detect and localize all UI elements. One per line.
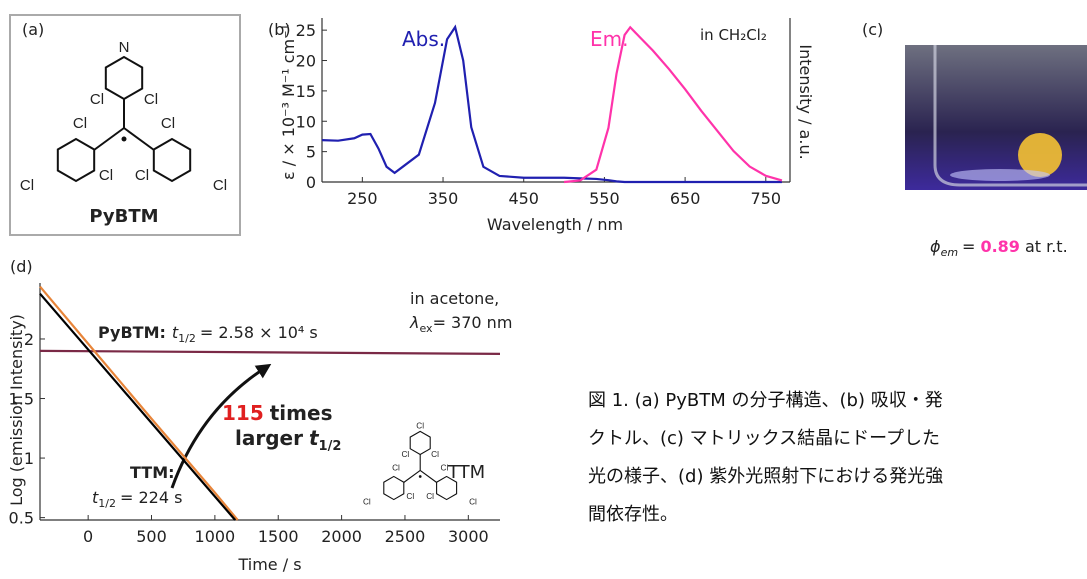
atom-label: Cl	[73, 115, 87, 132]
x-tick-label: 3000	[448, 527, 489, 546]
y-tick-label: 20	[296, 52, 316, 71]
bond	[404, 470, 421, 482]
photo	[905, 45, 1087, 190]
ring	[58, 139, 94, 181]
caption-line: 間依存性。	[588, 504, 678, 525]
y-tick-label: 2	[24, 330, 34, 349]
annotation: in CH₂Cl₂	[700, 26, 767, 44]
y-tick-label: 25	[296, 21, 316, 40]
symbol: ϕ	[930, 237, 941, 256]
annotation: in acetone,	[410, 289, 499, 308]
figure: (a) (b) (c) (d) NClClClClClClClCl PyBTM …	[0, 0, 1087, 579]
symbol: λ	[409, 313, 419, 332]
ring	[154, 139, 190, 181]
annotation: λex= 370 nm	[409, 313, 512, 335]
y-tick-label: 0.5	[9, 509, 34, 528]
atom-label: Cl	[363, 498, 371, 507]
atom-label: Cl	[161, 115, 175, 132]
subscript: em	[941, 246, 958, 259]
y-tick-label: 5	[306, 143, 316, 162]
y2-axis-label: Intensity / a.u.	[796, 44, 815, 159]
x-tick-label: 550	[589, 189, 620, 208]
atom-label: Cl	[416, 422, 424, 431]
x-tick-label: 2000	[321, 527, 362, 546]
y-tick-label: 0	[306, 173, 316, 192]
atom-label: Cl	[406, 492, 414, 501]
ratio-text: times	[270, 401, 333, 425]
y-axis-label: ε / × 10⁻³ M⁻¹ cm⁻¹	[279, 24, 298, 180]
subscript: ex	[419, 322, 433, 335]
x-tick-label: 1000	[195, 527, 236, 546]
series-line	[40, 287, 238, 520]
subscript: 1/2	[319, 439, 342, 454]
ratio-value: 115	[222, 401, 264, 425]
radical	[419, 475, 422, 478]
x-axis-label: Wavelength / nm	[487, 215, 623, 234]
atom-label: Cl	[20, 177, 34, 194]
half-life: PyBTM:t1/2= 2.58 × 10⁴ s	[98, 323, 318, 345]
half-life-text: = 2.58 × 10⁴ s	[200, 323, 318, 342]
x-tick-label: 450	[508, 189, 539, 208]
ring	[384, 476, 404, 499]
series-line	[322, 27, 782, 182]
atom-label: Cl	[392, 463, 400, 472]
half-life-text: = 224 s	[120, 488, 182, 507]
x-tick-label: 500	[136, 527, 167, 546]
panel-label: (d)	[10, 257, 33, 276]
vial-bottom	[950, 169, 1050, 181]
bond	[420, 470, 437, 482]
condition: at r.t.	[1025, 237, 1068, 256]
x-tick-label: 250	[347, 189, 378, 208]
molecule-name: TTM	[447, 462, 485, 483]
atom-label: Cl	[426, 492, 434, 501]
half-life: t1/2= 224 s	[92, 488, 182, 510]
panel-label: (a)	[22, 20, 44, 39]
x-tick-label: 1500	[258, 527, 299, 546]
quantum-yield: ϕem = 0.89 at r.t.	[930, 237, 1068, 259]
x-tick-label: 650	[670, 189, 701, 208]
subscript: 1/2	[98, 497, 116, 510]
annotation-text: = 370 nm	[433, 313, 513, 332]
y-tick-label: 1.5	[9, 390, 34, 409]
atom-label: N	[119, 39, 130, 56]
atom-label: Cl	[431, 450, 439, 459]
ratio-text: larger	[235, 426, 303, 450]
bond	[124, 128, 154, 150]
y-tick-label: 1	[24, 449, 34, 468]
ring	[106, 57, 142, 99]
x-tick-label: 350	[428, 189, 459, 208]
subscript: 1/2	[178, 332, 196, 345]
panel-label: (c)	[862, 20, 883, 39]
y-tick-label: 10	[296, 112, 316, 131]
x-tick-label: 0	[83, 527, 93, 546]
x-tick-label: 2500	[385, 527, 426, 546]
atom-label: Cl	[401, 450, 409, 459]
atom-label: Cl	[90, 91, 104, 108]
caption-line: クトル、(c) マトリックス結晶にドープした	[588, 428, 940, 449]
x-tick-label: 750	[751, 189, 782, 208]
caption-line: 図 1. (a) PyBTM の分子構造、(b) 吸収・発	[588, 390, 943, 411]
atom-label: Cl	[144, 91, 158, 108]
radical	[122, 137, 127, 142]
atom-label: Cl	[99, 167, 113, 184]
atom-label: Cl	[135, 167, 149, 184]
ring	[410, 431, 430, 454]
atom-label: Cl	[469, 498, 477, 507]
value: 0.89	[980, 237, 1019, 256]
x-axis-label: Time / s	[237, 555, 301, 574]
series-label: TTM:	[130, 463, 175, 482]
y-tick-label: 15	[296, 82, 316, 101]
caption-line: 光の様子、(d) 紫外光照射下における発光強	[588, 466, 943, 487]
atom-label: Cl	[213, 177, 227, 194]
bond	[94, 128, 124, 150]
series-label: Abs.	[402, 27, 445, 51]
molecule-name: PyBTM	[89, 206, 158, 227]
series-line	[40, 351, 500, 354]
series-label: PyBTM:	[98, 323, 166, 342]
equals: =	[962, 237, 975, 256]
